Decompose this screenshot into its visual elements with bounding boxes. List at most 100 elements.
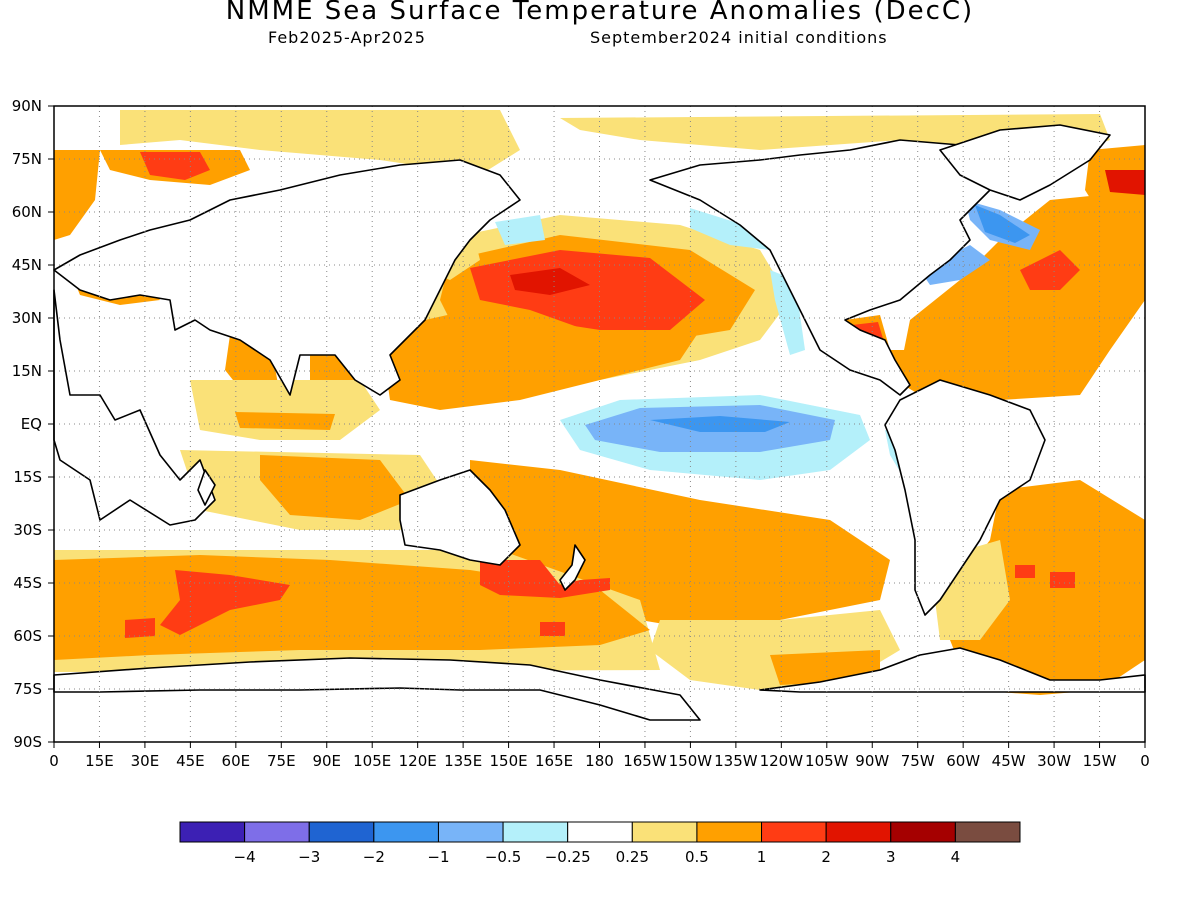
indian-ocean-light [190, 380, 380, 440]
alaska-coast-cool [690, 208, 770, 250]
south-america [884, 379, 1046, 616]
madagascar [197, 469, 216, 506]
indian-ocean-band [235, 412, 335, 430]
lon-label: 90W [855, 752, 889, 770]
anomaly-fields [54, 110, 1145, 695]
southern-ocean-hot-1 [160, 570, 290, 635]
colorbar: −4 −3 −2 −1 −0.5 −0.25 0.25 0.5 1 2 3 4 [179, 821, 1021, 866]
lat-label: 30N [12, 309, 42, 327]
colorbar-label: 0.5 [685, 848, 709, 866]
lon-label: 30E [131, 752, 160, 770]
lon-label: 120W [760, 752, 804, 770]
colorbar-swatch [502, 821, 569, 843]
north-pacific-core [510, 268, 590, 295]
lon-label: 30W [1037, 752, 1071, 770]
colorbar-swatch [825, 821, 892, 843]
colorbar-label: 1 [757, 848, 767, 866]
colorbar-swatch [308, 821, 375, 843]
lon-label: 165E [535, 752, 573, 770]
land-masses [53, 124, 1146, 721]
colorbar-label: 0.25 [616, 848, 649, 866]
north-america [649, 139, 1031, 396]
colorbar-label: −0.25 [545, 848, 591, 866]
colorbar-swatch [954, 821, 1021, 843]
south-atlantic-hot-2 [1050, 572, 1075, 588]
eurasia-main [53, 159, 521, 396]
north-atlantic-hot [1020, 250, 1080, 290]
colorbar-label: −0.5 [485, 848, 521, 866]
north-atlantic-warm [900, 195, 1145, 400]
new-zealand [559, 544, 586, 591]
southern-ocean-hot-3 [540, 622, 565, 636]
colorbar-swatch [696, 821, 763, 843]
lon-label: 60W [946, 752, 980, 770]
lon-label: 75E [267, 752, 296, 770]
antarctica-east [759, 647, 1146, 693]
southern-ocean-hot-2 [480, 560, 610, 598]
lon-label: 15E [85, 752, 114, 770]
lat-label: 45N [12, 256, 42, 274]
lon-label: 0 [49, 752, 59, 770]
colorbar-swatch [437, 821, 504, 843]
africa-eurasia [53, 289, 216, 526]
colorbar-swatch [631, 821, 698, 843]
lon-label: 135E [444, 752, 482, 770]
barents-hot [140, 152, 210, 180]
lat-label: 30S [13, 521, 42, 539]
lon-label: 150W [669, 752, 713, 770]
latitude-labels: 90N 75N 60N 45N 30N 15N EQ 15S 30S 45S 60S 75S 90S [12, 97, 54, 751]
norway-sea-warm [54, 150, 100, 240]
lat-label: 75S [13, 680, 42, 698]
colorbar-swatch [373, 821, 439, 843]
lon-label: 135W [714, 752, 758, 770]
lon-label: 105E [353, 752, 391, 770]
australia [399, 469, 521, 566]
southern-ocean-hot-4 [125, 618, 155, 638]
lon-label: 165W [623, 752, 667, 770]
lon-label: 45E [176, 752, 205, 770]
colorbar-label: 4 [951, 848, 961, 866]
colorbar-label: −3 [298, 848, 320, 866]
south-atlantic-warm [950, 480, 1145, 695]
lon-label: 180 [585, 752, 614, 770]
colorbar-label: −2 [363, 848, 385, 866]
colorbar-swatch [244, 821, 310, 843]
colorbar-label: 2 [821, 848, 831, 866]
map-title: NMME Sea Surface Temperature Anomalies (… [225, 0, 975, 26]
labrador-cool-core [975, 205, 1030, 243]
lon-label: 150E [490, 752, 528, 770]
initial-conditions: September2024 initial conditions [590, 28, 888, 47]
lon-label: 120E [399, 752, 437, 770]
lon-label: 105W [805, 752, 849, 770]
colorbar-swatch [567, 821, 633, 843]
north-pacific-hot [470, 250, 705, 335]
longitude-labels: 0 15E 30E 45E 60E 75E 90E 105E 120E 135E 150E 165E 1… [49, 742, 1150, 770]
lat-label: 15S [13, 468, 42, 486]
lat-label: 15N [12, 362, 42, 380]
colorbar-swatch [179, 821, 246, 843]
colorbar-label: −4 [234, 848, 256, 866]
lat-label: 60N [12, 203, 42, 221]
lat-label: EQ [21, 415, 42, 433]
forecast-period: Feb2025-Apr2025 [268, 28, 426, 47]
lon-label: 90E [312, 752, 341, 770]
bering-cool [495, 215, 545, 245]
lat-label: 75N [12, 150, 42, 168]
lon-label: 0 [1140, 752, 1150, 770]
lat-label: 90N [12, 97, 42, 115]
western-pacific-warm [380, 310, 700, 410]
colorbar-swatch [761, 821, 827, 843]
south-atlantic-hot [1015, 565, 1035, 578]
lat-label: 60S [13, 627, 42, 645]
lat-label: 90S [13, 733, 42, 751]
lon-label: 60E [222, 752, 251, 770]
greenland [939, 124, 1111, 201]
lon-label: 15W [1083, 752, 1117, 770]
lon-label: 45W [992, 752, 1026, 770]
greenland-sea-hot [1105, 170, 1145, 195]
colorbar-label: 3 [886, 848, 896, 866]
colorbar-label: −1 [427, 848, 449, 866]
antarctica [53, 657, 701, 721]
lon-label: 75W [901, 752, 935, 770]
